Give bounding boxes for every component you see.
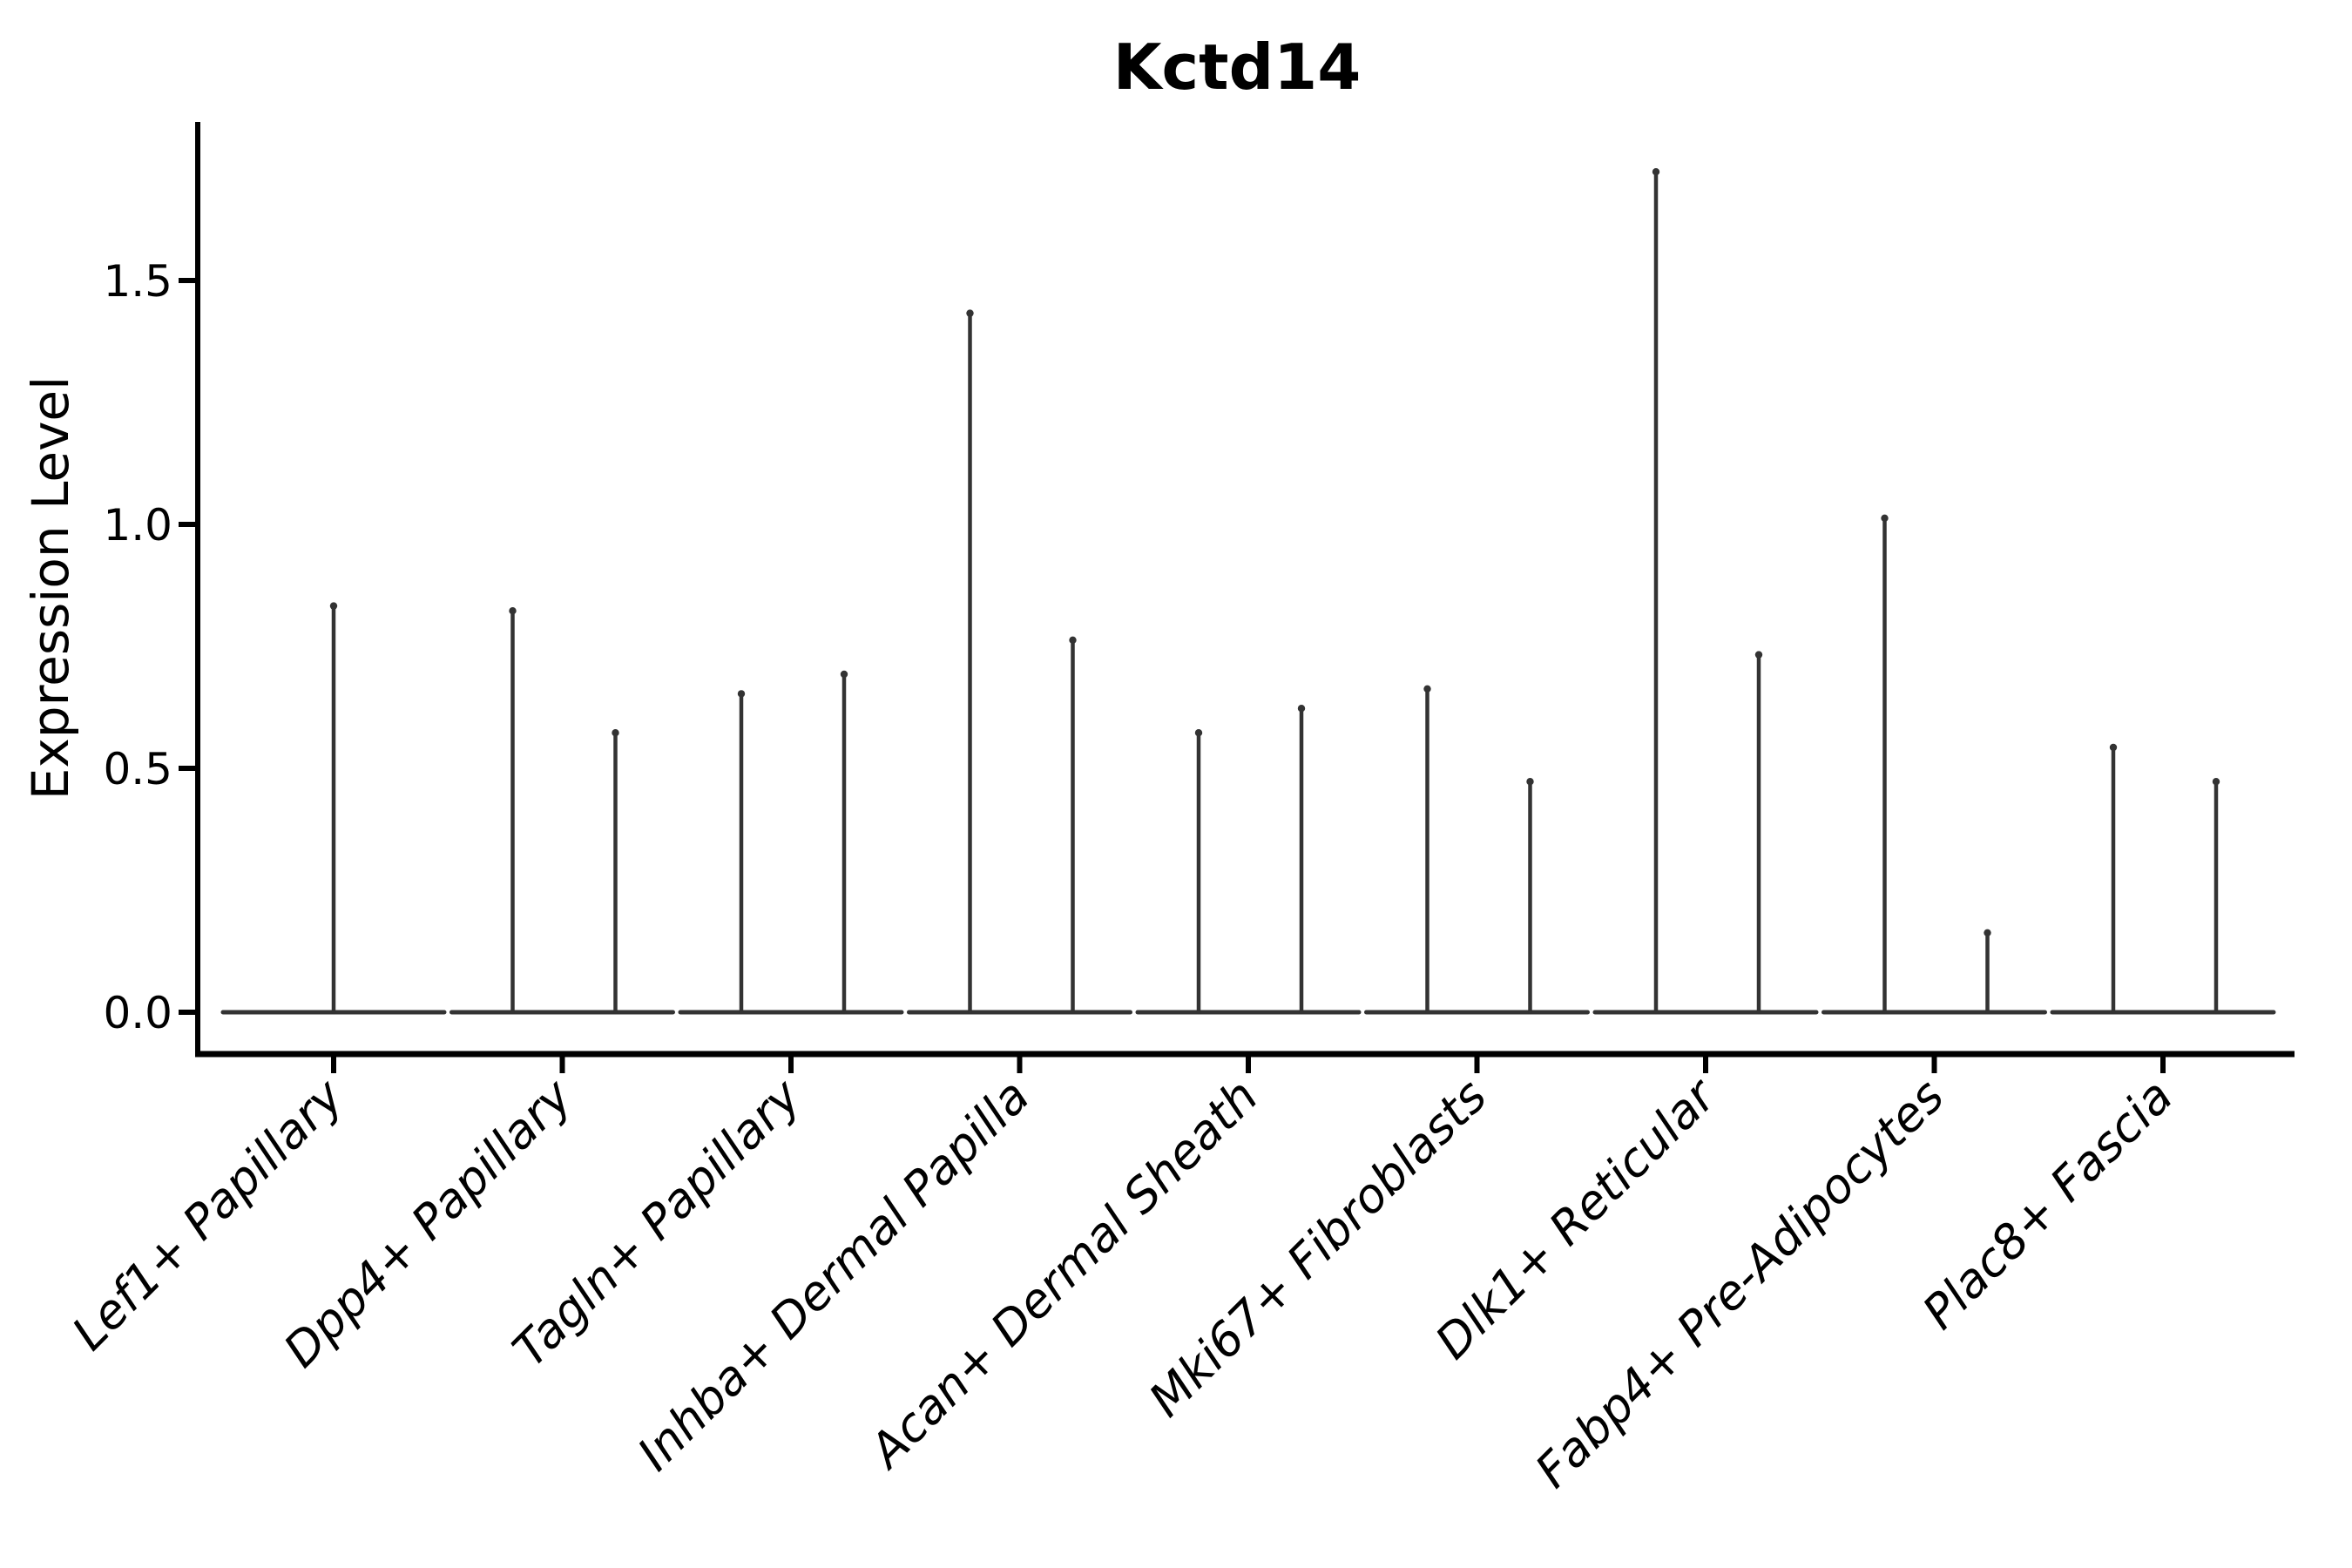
violin	[907, 309, 1132, 1015]
needle-tip	[2212, 778, 2220, 786]
violin	[220, 602, 447, 1015]
x-tick-label: Fabp4+ Pre-Adipocytes	[1524, 1069, 1954, 1498]
needle-tip	[840, 670, 848, 679]
violins-group	[220, 168, 2276, 1015]
violin	[449, 607, 675, 1015]
y-tick-label: 0.5	[103, 744, 172, 794]
x-tick-label: Plac8+ Fascia	[1912, 1069, 2183, 1340]
needle-tip	[1423, 685, 1431, 693]
needle-tip	[1652, 168, 1660, 176]
violin	[1135, 705, 1362, 1015]
x-tick-label: Acan+ Dermal Sheath	[857, 1069, 1268, 1480]
needle-tip	[1984, 929, 1991, 937]
violin	[1592, 168, 1819, 1015]
violin	[1821, 514, 2047, 1015]
x-tick-label: Inhba+ Dermal Papilla	[627, 1069, 1040, 1482]
needle-tip	[1754, 651, 1763, 659]
needle-tip	[1069, 636, 1077, 644]
needle-tip	[966, 309, 974, 317]
violin	[1364, 685, 1590, 1015]
needle-tip	[1194, 729, 1203, 737]
violin	[2050, 743, 2276, 1015]
needle-tip	[737, 690, 746, 698]
y-tick-label: 0.0	[103, 988, 172, 1038]
needle-tip	[1526, 778, 1534, 786]
y-tick-label: 1.0	[103, 500, 172, 551]
y-tick-label: 1.5	[103, 256, 172, 307]
needle-tip	[612, 729, 619, 737]
needle-tip	[329, 602, 338, 610]
needle-tip	[509, 607, 517, 615]
chart-title: Kctd14	[1113, 30, 1362, 104]
needle-tip	[1881, 514, 1889, 522]
y-axis-label: Expression Level	[21, 376, 80, 800]
violin	[678, 670, 904, 1015]
needle-tip	[1297, 705, 1306, 713]
y-axis: 0.0 0.5 1.0 1.5	[103, 256, 198, 1038]
needle-tip	[2109, 743, 2118, 752]
